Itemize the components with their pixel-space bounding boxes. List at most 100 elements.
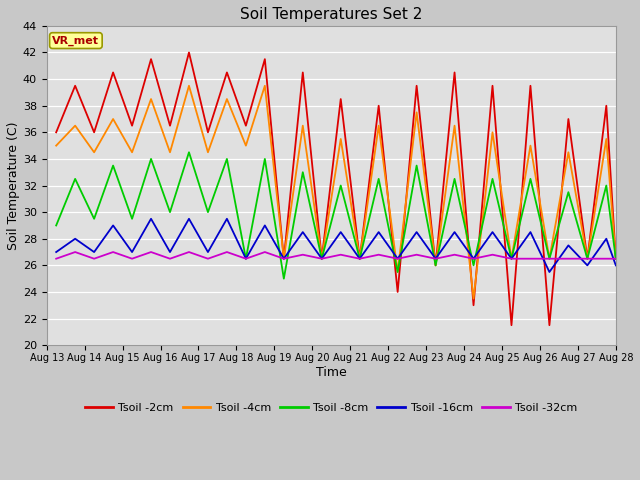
Tsoil -4cm bbox=[451, 123, 458, 129]
Tsoil -2cm bbox=[612, 256, 620, 262]
Y-axis label: Soil Temperature (C): Soil Temperature (C) bbox=[7, 121, 20, 250]
Tsoil -32cm bbox=[242, 256, 250, 262]
Tsoil -2cm bbox=[394, 289, 401, 295]
Tsoil -32cm bbox=[318, 256, 326, 262]
Tsoil -16cm bbox=[470, 256, 477, 262]
Tsoil -16cm bbox=[612, 263, 620, 268]
Tsoil -8cm bbox=[280, 276, 287, 282]
Tsoil -32cm bbox=[564, 256, 572, 262]
Tsoil -32cm bbox=[185, 249, 193, 255]
Tsoil -2cm bbox=[508, 323, 515, 328]
Tsoil -2cm bbox=[318, 256, 326, 262]
Tsoil -2cm bbox=[432, 263, 440, 268]
Tsoil -32cm bbox=[375, 252, 383, 258]
Tsoil -4cm bbox=[527, 143, 534, 148]
Tsoil -32cm bbox=[52, 256, 60, 262]
Tsoil -4cm bbox=[564, 149, 572, 155]
Tsoil -8cm bbox=[52, 223, 60, 228]
Tsoil -2cm bbox=[147, 56, 155, 62]
Tsoil -16cm bbox=[356, 256, 364, 262]
Tsoil -8cm bbox=[564, 189, 572, 195]
Line: Tsoil -4cm: Tsoil -4cm bbox=[56, 86, 616, 299]
Tsoil -8cm bbox=[261, 156, 269, 162]
Tsoil -8cm bbox=[71, 176, 79, 182]
Tsoil -2cm bbox=[71, 83, 79, 89]
Tsoil -16cm bbox=[71, 236, 79, 241]
Tsoil -2cm bbox=[489, 83, 497, 89]
Tsoil -4cm bbox=[71, 123, 79, 129]
Tsoil -4cm bbox=[545, 256, 553, 262]
Tsoil -32cm bbox=[508, 256, 515, 262]
Tsoil -32cm bbox=[470, 256, 477, 262]
Tsoil -2cm bbox=[375, 103, 383, 108]
Tsoil -4cm bbox=[185, 83, 193, 89]
Tsoil -4cm bbox=[261, 83, 269, 89]
Tsoil -2cm bbox=[242, 123, 250, 129]
Tsoil -2cm bbox=[564, 116, 572, 122]
Tsoil -2cm bbox=[470, 302, 477, 308]
Tsoil -2cm bbox=[128, 123, 136, 129]
Tsoil -2cm bbox=[280, 256, 287, 262]
Tsoil -4cm bbox=[356, 256, 364, 262]
Tsoil -4cm bbox=[489, 130, 497, 135]
X-axis label: Time: Time bbox=[316, 366, 347, 379]
Tsoil -4cm bbox=[584, 256, 591, 262]
Tsoil -8cm bbox=[508, 256, 515, 262]
Tsoil -32cm bbox=[337, 252, 344, 258]
Tsoil -32cm bbox=[451, 252, 458, 258]
Tsoil -16cm bbox=[432, 256, 440, 262]
Tsoil -8cm bbox=[128, 216, 136, 222]
Tsoil -4cm bbox=[470, 296, 477, 301]
Tsoil -8cm bbox=[166, 209, 174, 215]
Tsoil -32cm bbox=[602, 256, 610, 262]
Text: VR_met: VR_met bbox=[52, 36, 99, 46]
Tsoil -16cm bbox=[109, 223, 117, 228]
Tsoil -32cm bbox=[489, 252, 497, 258]
Tsoil -2cm bbox=[451, 70, 458, 75]
Tsoil -16cm bbox=[185, 216, 193, 222]
Tsoil -8cm bbox=[584, 256, 591, 262]
Tsoil -32cm bbox=[204, 256, 212, 262]
Tsoil -2cm bbox=[356, 256, 364, 262]
Tsoil -16cm bbox=[280, 256, 287, 262]
Tsoil -4cm bbox=[52, 143, 60, 148]
Tsoil -8cm bbox=[242, 256, 250, 262]
Tsoil -32cm bbox=[584, 256, 591, 262]
Tsoil -16cm bbox=[337, 229, 344, 235]
Tsoil -32cm bbox=[394, 256, 401, 262]
Tsoil -8cm bbox=[527, 176, 534, 182]
Tsoil -32cm bbox=[612, 256, 620, 262]
Tsoil -32cm bbox=[71, 249, 79, 255]
Tsoil -8cm bbox=[375, 176, 383, 182]
Tsoil -8cm bbox=[545, 256, 553, 262]
Line: Tsoil -8cm: Tsoil -8cm bbox=[56, 152, 616, 279]
Tsoil -16cm bbox=[204, 249, 212, 255]
Tsoil -16cm bbox=[602, 236, 610, 241]
Tsoil -8cm bbox=[90, 216, 98, 222]
Tsoil -2cm bbox=[52, 130, 60, 135]
Tsoil -16cm bbox=[545, 269, 553, 275]
Tsoil -32cm bbox=[432, 256, 440, 262]
Tsoil -2cm bbox=[337, 96, 344, 102]
Tsoil -2cm bbox=[90, 130, 98, 135]
Tsoil -8cm bbox=[432, 263, 440, 268]
Tsoil -8cm bbox=[489, 176, 497, 182]
Tsoil -16cm bbox=[261, 223, 269, 228]
Tsoil -8cm bbox=[299, 169, 307, 175]
Tsoil -4cm bbox=[432, 263, 440, 268]
Tsoil -2cm bbox=[527, 83, 534, 89]
Tsoil -8cm bbox=[394, 269, 401, 275]
Tsoil -4cm bbox=[109, 116, 117, 122]
Tsoil -8cm bbox=[356, 256, 364, 262]
Legend: Tsoil -2cm, Tsoil -4cm, Tsoil -8cm, Tsoil -16cm, Tsoil -32cm: Tsoil -2cm, Tsoil -4cm, Tsoil -8cm, Tsoi… bbox=[81, 398, 582, 418]
Tsoil -32cm bbox=[356, 256, 364, 262]
Tsoil -4cm bbox=[337, 136, 344, 142]
Tsoil -2cm bbox=[261, 56, 269, 62]
Tsoil -16cm bbox=[147, 216, 155, 222]
Tsoil -4cm bbox=[299, 123, 307, 129]
Tsoil -16cm bbox=[223, 216, 231, 222]
Tsoil -4cm bbox=[128, 149, 136, 155]
Tsoil -8cm bbox=[318, 256, 326, 262]
Tsoil -32cm bbox=[299, 252, 307, 258]
Tsoil -16cm bbox=[242, 256, 250, 262]
